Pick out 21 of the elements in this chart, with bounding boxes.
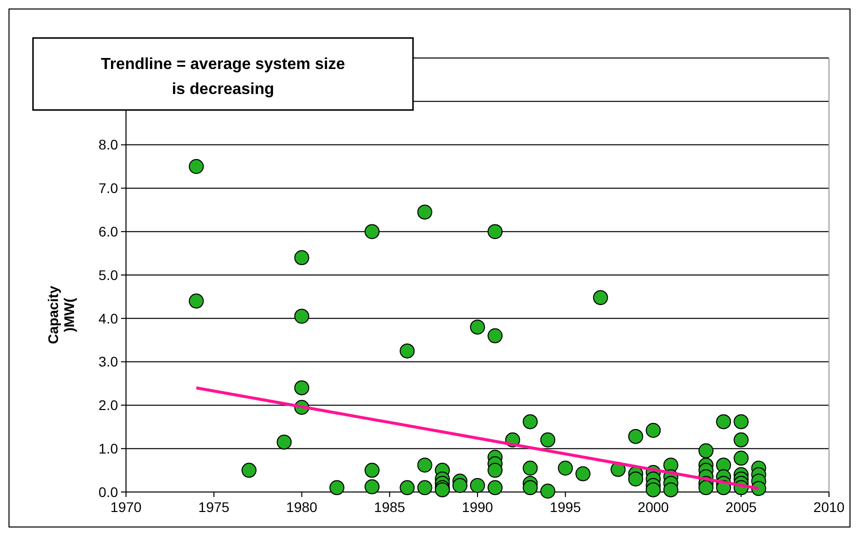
annotation: Trendline = average system size is decreasing (100, 56, 346, 98)
y-axis-title: Capacity )MW( (45, 286, 77, 344)
y-tick-label: 5.0 (98, 266, 118, 283)
y-tick-label: 7.0 (98, 180, 118, 196)
y-tick-label: 6.0 (98, 224, 118, 240)
x-tick-label: 1970 (110, 499, 142, 515)
x-tick-label: 2000 (638, 499, 670, 515)
y-tick-label: 3.0 (98, 354, 118, 370)
x-tick-label: 1975 (198, 499, 230, 515)
x-tick-label: 2005 (726, 499, 757, 515)
x-tick-label: 2010 (813, 499, 845, 515)
x-tick-label: 1995 (550, 499, 582, 515)
note-box: Trendline = average system size is decreasing (32, 37, 414, 111)
y-tick-label: 4.0 (98, 310, 118, 326)
x-tick-label: 1980 (286, 499, 318, 515)
y-tick-label: 8.0 (98, 136, 118, 153)
x-tick-label: 1990 (462, 499, 494, 515)
y-tick-label: 2.0 (98, 397, 118, 414)
y-tick-label: 0.0 (98, 484, 118, 500)
x-tick-label: 1985 (374, 499, 406, 515)
y-tick-label: 1.0 (98, 440, 118, 456)
